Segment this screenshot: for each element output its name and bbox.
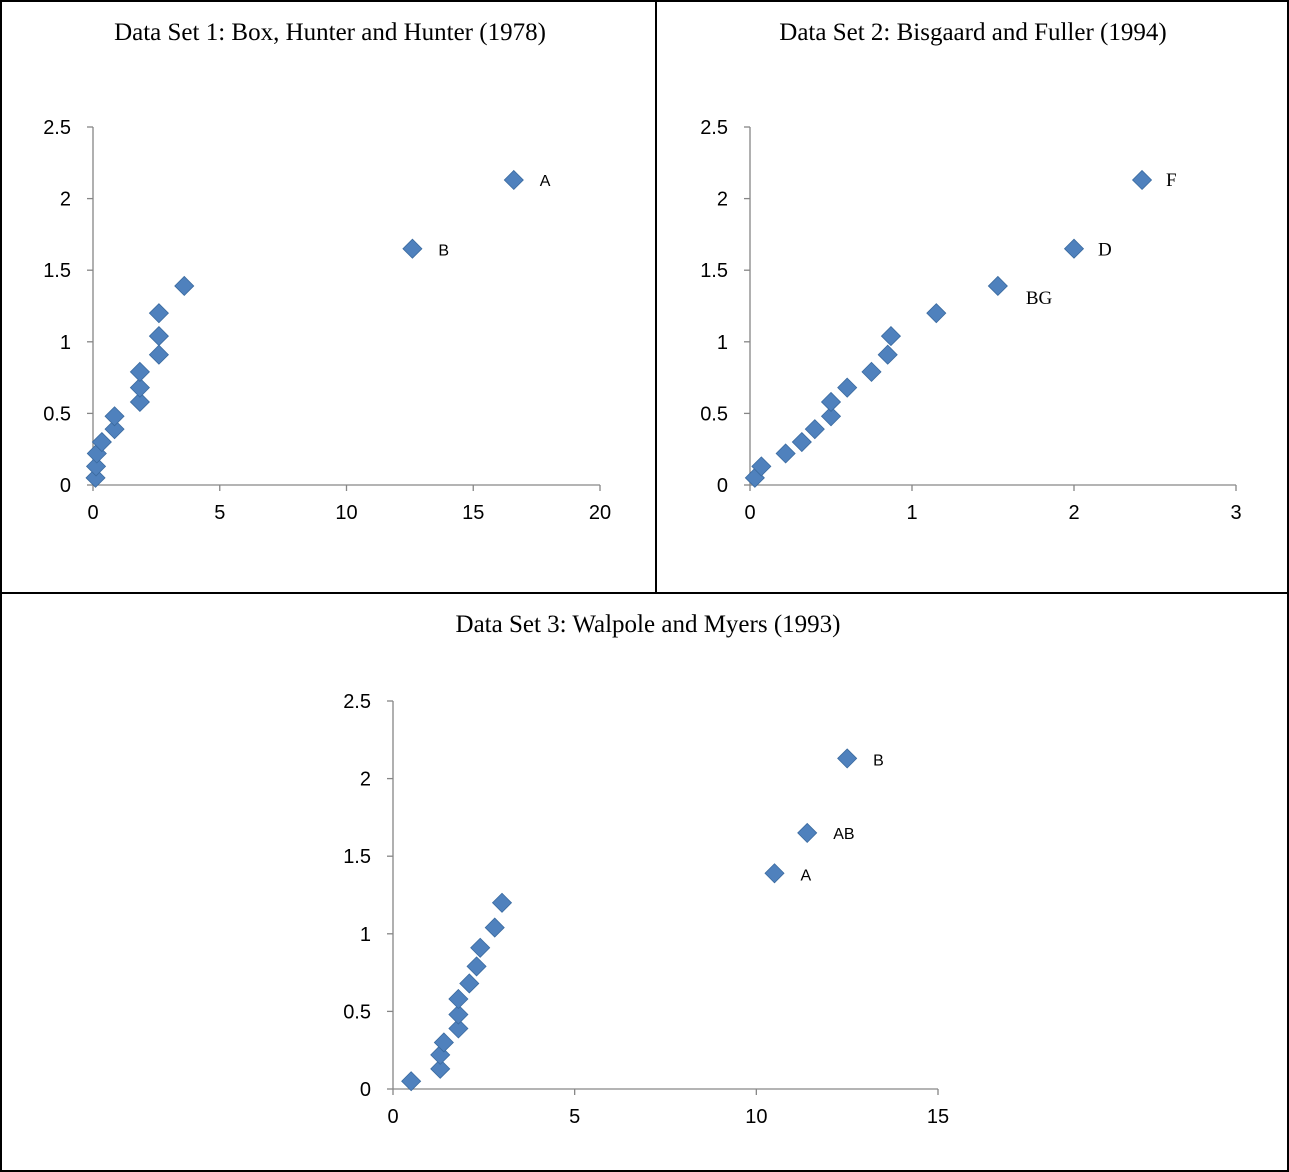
data-point	[104, 406, 125, 427]
data-point	[148, 303, 169, 324]
data-point-label: A	[540, 173, 551, 190]
data-point	[764, 863, 785, 884]
y-tick-label: 0	[60, 475, 71, 497]
data-point-label: D	[1098, 240, 1112, 261]
x-tick-label: 10	[335, 502, 357, 524]
data-point	[751, 456, 772, 477]
y-tick-label: 0	[717, 475, 728, 497]
data-point	[877, 344, 898, 365]
x-tick-label: 10	[745, 1106, 767, 1128]
panel-1-title: Data Set 1: Box, Hunter and Hunter (1978…	[114, 19, 546, 46]
plot-2: 0 0.5 1 1.5 2 2.5 0 1 2 3 BG D F	[700, 117, 1241, 524]
data-point	[484, 917, 505, 938]
x-tick-label: 2	[1068, 502, 1079, 524]
data-point	[85, 467, 106, 488]
data-point	[926, 303, 947, 324]
data-point-label: A	[801, 867, 812, 884]
data-point	[503, 169, 524, 191]
y-tick-label: 0.5	[343, 1001, 371, 1023]
data-point	[804, 419, 825, 440]
y-tick-label: 0	[360, 1079, 371, 1101]
data-point	[401, 1071, 422, 1092]
y-tick-label: 2	[360, 769, 371, 791]
data-point	[861, 361, 882, 382]
data-point	[837, 748, 858, 769]
y-tick-label: 0.5	[43, 403, 71, 425]
x-tick-label: 20	[589, 502, 611, 524]
x-tick-label: 1	[906, 502, 917, 524]
data-point	[837, 377, 858, 398]
y-tick-label: 2	[60, 189, 71, 211]
data-point-label: BG	[1026, 288, 1053, 309]
y-tick-label: 1	[717, 332, 728, 354]
data-point	[148, 326, 169, 347]
y-tick-label: 2.5	[700, 117, 728, 139]
data-point	[129, 391, 150, 413]
data-point	[448, 1004, 469, 1025]
data-point	[1131, 169, 1153, 191]
y-tick-label: 2	[717, 189, 728, 211]
data-point	[402, 238, 423, 259]
plot-1: 0 0.5 1 1.5 2 2.5 0 5 10 15 20 B A	[43, 117, 611, 524]
y-tick-label: 2.5	[43, 117, 71, 139]
data-point	[491, 892, 513, 913]
data-point	[987, 275, 1008, 297]
plot-3: 0 0.5 1 1.5 2 2.5 0 5 10 15 A AB B	[343, 691, 949, 1128]
data-point	[104, 419, 125, 440]
data-point	[459, 973, 480, 994]
panel-2-title: Data Set 2: Bisgaard and Fuller (1994)	[779, 19, 1166, 46]
y-tick-label: 1.5	[343, 846, 371, 868]
panel-3-title: Data Set 3: Walpole and Myers (1993)	[456, 611, 841, 638]
y-tick-label: 1.5	[43, 260, 71, 282]
y-tick-label: 1	[60, 332, 71, 354]
data-point	[91, 431, 112, 453]
data-point	[880, 326, 902, 347]
data-point	[433, 1032, 454, 1053]
data-point	[775, 443, 796, 464]
data-point	[470, 937, 491, 958]
data-point	[820, 391, 842, 413]
data-point	[791, 431, 812, 453]
x-tick-label: 5	[569, 1106, 580, 1128]
data-point	[174, 275, 195, 297]
data-point	[466, 956, 487, 977]
data-point	[820, 406, 842, 427]
data-point-label: AB	[833, 826, 854, 843]
x-tick-label: 0	[744, 502, 755, 524]
x-tick-label: 3	[1230, 502, 1241, 524]
data-point	[448, 1018, 469, 1039]
x-tick-label: 5	[214, 502, 225, 524]
x-tick-label: 0	[387, 1106, 398, 1128]
data-point-label: F	[1166, 170, 1177, 191]
y-tick-label: 1	[360, 924, 371, 946]
data-point	[430, 1058, 451, 1079]
y-tick-label: 1.5	[700, 260, 728, 282]
y-tick-label: 0.5	[700, 403, 728, 425]
data-point	[129, 377, 150, 398]
data-point	[1063, 238, 1085, 259]
data-point	[129, 361, 150, 382]
data-point-label: B	[438, 243, 449, 260]
x-tick-label: 0	[87, 502, 98, 524]
data-point	[797, 822, 818, 843]
x-tick-label: 15	[462, 502, 484, 524]
data-point	[148, 344, 169, 365]
data-point	[448, 988, 469, 1010]
data-point	[85, 456, 107, 477]
y-tick-label: 2.5	[343, 691, 371, 713]
x-tick-label: 15	[927, 1106, 949, 1128]
data-point-label: B	[873, 752, 884, 769]
